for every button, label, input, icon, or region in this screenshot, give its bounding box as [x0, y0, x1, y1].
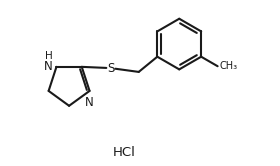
Text: CH₃: CH₃ [220, 61, 238, 71]
Text: HCl: HCl [113, 146, 136, 159]
Text: N: N [85, 96, 94, 110]
Text: H: H [45, 50, 53, 61]
Text: S: S [107, 62, 115, 75]
Text: N: N [44, 60, 53, 73]
